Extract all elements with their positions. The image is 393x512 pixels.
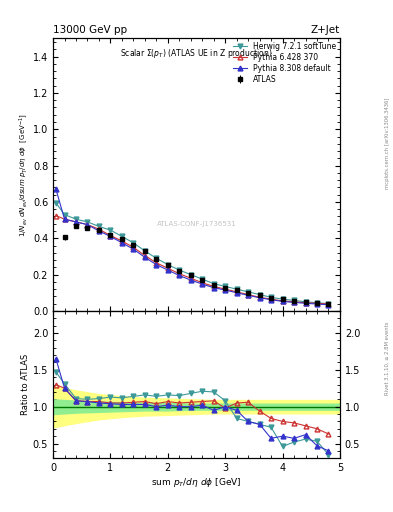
Herwig 7.2.1 softTune — [257, 291, 262, 297]
Text: ATLAS-CONF-J1736531: ATLAS-CONF-J1736531 — [157, 221, 236, 227]
Legend: Herwig 7.2.1 softTune, Pythia 6.428 370, Pythia 8.308 default, ATLAS: Herwig 7.2.1 softTune, Pythia 6.428 370,… — [231, 40, 338, 86]
Pythia 8.308 default — [211, 285, 216, 291]
Herwig 7.2.1 softTune — [108, 227, 113, 233]
Herwig 7.2.1 softTune — [73, 216, 78, 222]
Pythia 6.428 370 — [143, 252, 147, 259]
Text: Scalar $\Sigma(p_T)$ (ATLAS UE in Z production): Scalar $\Sigma(p_T)$ (ATLAS UE in Z prod… — [120, 47, 273, 59]
Pythia 6.428 370 — [165, 265, 170, 271]
Pythia 8.308 default — [143, 254, 147, 261]
Pythia 8.308 default — [257, 295, 262, 301]
Pythia 8.308 default — [154, 262, 159, 268]
Herwig 7.2.1 softTune — [119, 233, 124, 240]
Herwig 7.2.1 softTune — [200, 276, 205, 282]
Text: Z+Jet: Z+Jet — [311, 25, 340, 35]
Pythia 8.308 default — [85, 222, 90, 228]
Y-axis label: Ratio to ATLAS: Ratio to ATLAS — [21, 354, 30, 415]
Pythia 6.428 370 — [326, 301, 331, 307]
Herwig 7.2.1 softTune — [143, 248, 147, 254]
Pythia 8.308 default — [315, 301, 320, 307]
Line: Pythia 6.428 370: Pythia 6.428 370 — [53, 213, 331, 307]
Pythia 6.428 370 — [280, 298, 285, 304]
Herwig 7.2.1 softTune — [269, 294, 274, 301]
Pythia 8.308 default — [200, 281, 205, 287]
Pythia 8.308 default — [303, 300, 308, 306]
Line: Herwig 7.2.1 softTune: Herwig 7.2.1 softTune — [53, 200, 331, 306]
Pythia 6.428 370 — [177, 271, 182, 277]
Herwig 7.2.1 softTune — [97, 223, 101, 229]
Pythia 8.308 default — [246, 292, 250, 298]
Pythia 6.428 370 — [315, 300, 320, 306]
Pythia 6.428 370 — [119, 238, 124, 244]
Pythia 6.428 370 — [62, 216, 67, 222]
Herwig 7.2.1 softTune — [131, 240, 136, 246]
Pythia 8.308 default — [326, 302, 331, 308]
Pythia 6.428 370 — [53, 212, 58, 219]
Pythia 8.308 default — [53, 186, 58, 193]
Pythia 6.428 370 — [246, 291, 250, 297]
Line: Pythia 8.308 default: Pythia 8.308 default — [53, 187, 331, 307]
Herwig 7.2.1 softTune — [280, 296, 285, 302]
Pythia 6.428 370 — [108, 232, 113, 239]
Herwig 7.2.1 softTune — [315, 300, 320, 306]
Pythia 6.428 370 — [97, 226, 101, 232]
Y-axis label: $1/N_{ev}\ dN_{ev}/dsum\ p_T/d\eta\ d\phi\ \ [\mathrm{GeV}^{-1}]$: $1/N_{ev}\ dN_{ev}/dsum\ p_T/d\eta\ d\ph… — [17, 113, 30, 237]
Pythia 8.308 default — [234, 290, 239, 296]
Pythia 6.428 370 — [211, 283, 216, 289]
Herwig 7.2.1 softTune — [223, 283, 228, 289]
Pythia 6.428 370 — [223, 286, 228, 292]
Pythia 8.308 default — [97, 228, 101, 234]
Pythia 6.428 370 — [292, 299, 296, 305]
Pythia 8.308 default — [280, 298, 285, 305]
Pythia 8.308 default — [119, 240, 124, 246]
Herwig 7.2.1 softTune — [188, 271, 193, 278]
Pythia 6.428 370 — [200, 280, 205, 286]
Herwig 7.2.1 softTune — [53, 200, 58, 206]
Pythia 8.308 default — [223, 287, 228, 293]
Herwig 7.2.1 softTune — [154, 255, 159, 261]
Herwig 7.2.1 softTune — [326, 301, 331, 307]
Pythia 8.308 default — [292, 300, 296, 306]
Pythia 6.428 370 — [269, 296, 274, 302]
Pythia 8.308 default — [269, 296, 274, 303]
Pythia 8.308 default — [73, 219, 78, 225]
Pythia 8.308 default — [165, 267, 170, 273]
Herwig 7.2.1 softTune — [62, 211, 67, 218]
Pythia 6.428 370 — [85, 222, 90, 228]
Text: Rivet 3.1.10, ≥ 2.8M events: Rivet 3.1.10, ≥ 2.8M events — [385, 322, 390, 395]
Pythia 6.428 370 — [234, 289, 239, 295]
Pythia 8.308 default — [177, 272, 182, 279]
Text: mcplots.cern.ch [arXiv:1306.3436]: mcplots.cern.ch [arXiv:1306.3436] — [385, 98, 390, 189]
Pythia 8.308 default — [108, 233, 113, 240]
Herwig 7.2.1 softTune — [292, 297, 296, 304]
Herwig 7.2.1 softTune — [303, 299, 308, 305]
Pythia 8.308 default — [131, 246, 136, 252]
Herwig 7.2.1 softTune — [211, 281, 216, 287]
Pythia 8.308 default — [62, 216, 67, 222]
Pythia 6.428 370 — [73, 219, 78, 225]
Herwig 7.2.1 softTune — [85, 219, 90, 225]
Herwig 7.2.1 softTune — [246, 289, 250, 295]
Herwig 7.2.1 softTune — [165, 262, 170, 268]
Herwig 7.2.1 softTune — [234, 286, 239, 292]
Pythia 8.308 default — [188, 277, 193, 283]
Pythia 6.428 370 — [257, 294, 262, 301]
Pythia 6.428 370 — [131, 244, 136, 250]
Pythia 6.428 370 — [188, 275, 193, 281]
Text: 13000 GeV pp: 13000 GeV pp — [53, 25, 127, 35]
Pythia 6.428 370 — [154, 260, 159, 266]
Herwig 7.2.1 softTune — [177, 267, 182, 273]
X-axis label: sum $p_T/d\eta\ d\phi$ [GeV]: sum $p_T/d\eta\ d\phi$ [GeV] — [151, 476, 242, 489]
Pythia 6.428 370 — [303, 300, 308, 306]
